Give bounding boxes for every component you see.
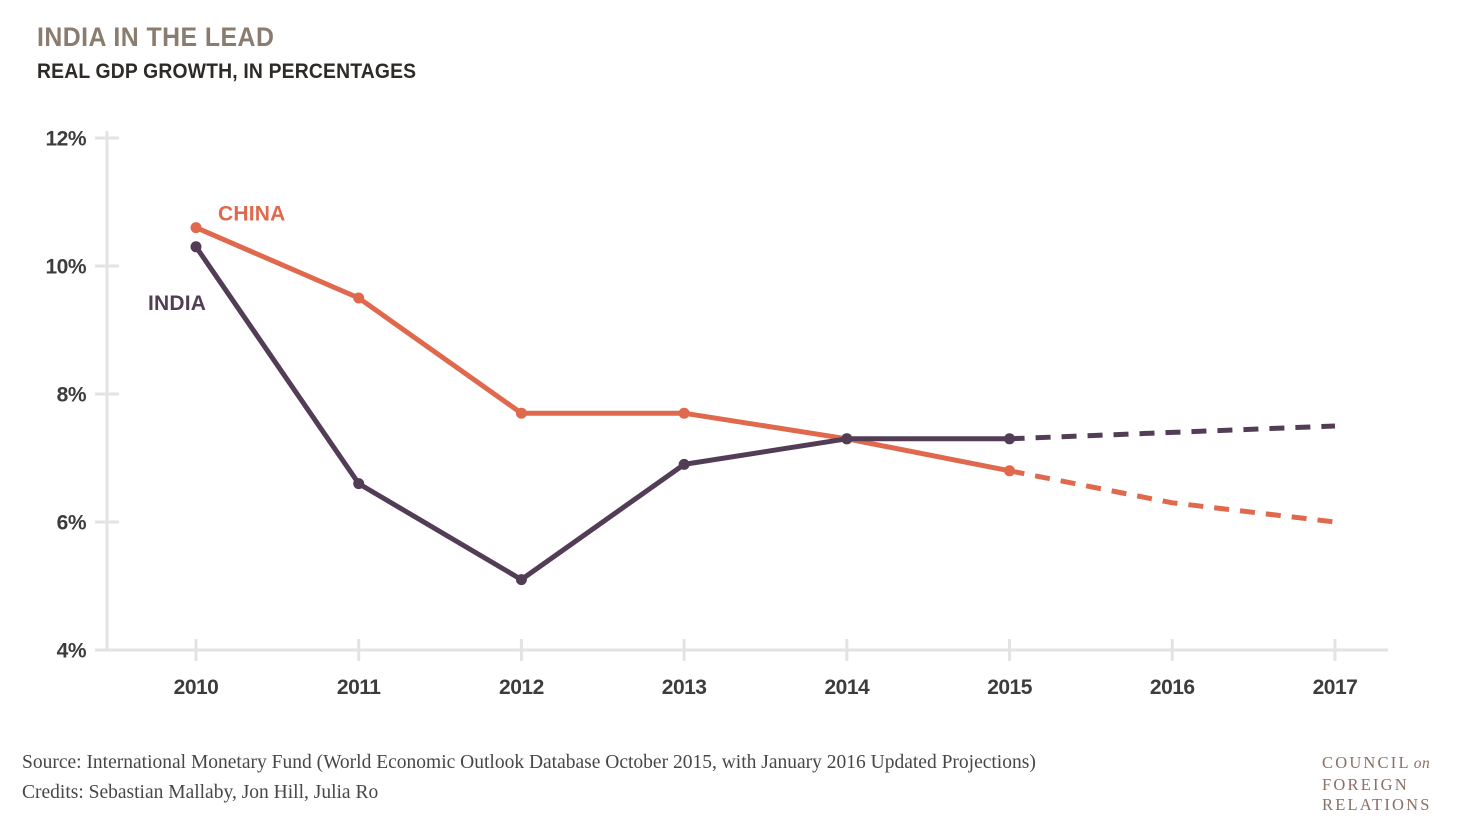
chart-title: INDIA IN THE LEAD	[37, 22, 275, 52]
x-tick-label: 2014	[824, 676, 870, 699]
cfr-logo: COUNCIL on FOREIGN RELATIONS	[1322, 753, 1432, 816]
y-tick-label: 12%	[45, 128, 86, 151]
source-text: Source: International Monetary Fund (Wor…	[22, 752, 1036, 773]
india-data-point-marker	[190, 241, 202, 253]
china-line-projection	[1009, 468, 1336, 525]
chart-subtitle: REAL GDP GROWTH, IN PERCENTAGES	[37, 60, 417, 83]
x-tick-label: 2011	[337, 676, 381, 699]
india-data-point-marker	[515, 574, 527, 586]
china-data-point-marker	[353, 292, 365, 304]
credits-text: Credits: Sebastian Mallaby, Jon Hill, Ju…	[22, 782, 379, 803]
india-data-point-marker	[841, 433, 853, 445]
y-tick-label: 8%	[57, 384, 87, 407]
x-tick-label: 2012	[499, 676, 544, 699]
cfr-logo-line-2: FOREIGN	[1322, 774, 1409, 794]
cfr-logo-line-1: COUNCIL on	[1322, 753, 1431, 772]
india-data-point-marker	[1004, 433, 1016, 445]
x-tick-label: 2017	[1313, 676, 1358, 699]
china-data-point-marker	[678, 407, 690, 419]
india-line-projection	[1009, 423, 1336, 442]
cfr-logo-on: on	[1413, 755, 1431, 772]
china-data-point-marker	[1004, 465, 1016, 477]
china-line-solid	[193, 225, 1013, 474]
x-tick-label: 2013	[662, 676, 707, 699]
china-data-point-marker	[190, 222, 202, 234]
chart-header: INDIA IN THE LEAD REAL GDP GROWTH, IN PE…	[37, 22, 449, 84]
india-series-label: INDIA	[148, 292, 206, 315]
y-tick-label: 6%	[57, 512, 87, 535]
x-tick-label: 2015	[987, 676, 1033, 699]
x-tick-label: 2016	[1150, 676, 1195, 699]
chart-footer: Source: International Monetary Fund (Wor…	[22, 748, 1036, 808]
x-tick-label: 2010	[174, 676, 219, 699]
india-line-solid	[193, 244, 1013, 583]
india-data-point-marker	[353, 478, 365, 490]
gdp-growth-line-chart: 12% 10% 8% 6% 4% 2010 2011 2012 2013 2014 2015 2016…	[45, 128, 1388, 699]
china-series-label: CHINA	[218, 203, 286, 226]
cfr-logo-line-3: RELATIONS	[1322, 795, 1432, 814]
y-tick-label: 4%	[57, 640, 87, 663]
china-data-point-marker	[515, 407, 527, 419]
india-data-point-marker	[678, 458, 690, 470]
y-tick-label: 10%	[45, 256, 86, 279]
